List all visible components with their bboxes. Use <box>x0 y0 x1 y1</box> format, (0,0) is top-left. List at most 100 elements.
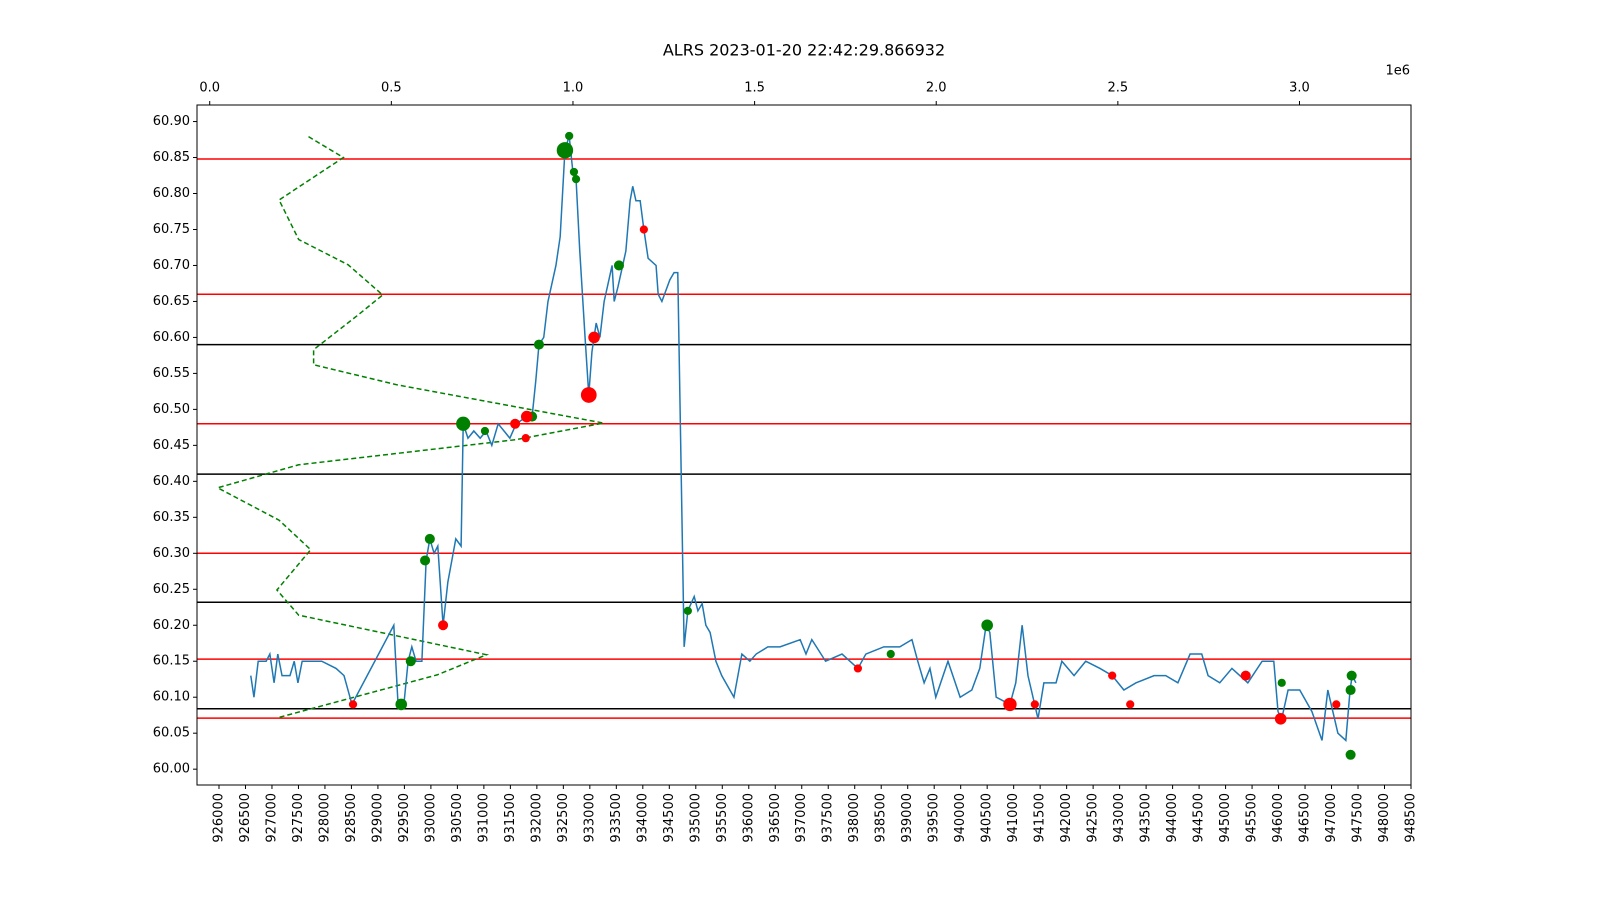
x-tick-label: 941500 <box>1033 793 1048 843</box>
x-tick-label: 931500 <box>503 793 518 843</box>
x2-offset-label: 1e6 <box>1385 64 1410 79</box>
x-tick-label: 928500 <box>344 793 359 843</box>
trade-marker <box>639 225 648 234</box>
x-tick-label: 935500 <box>715 793 730 843</box>
y-tick-label: 60.40 <box>153 474 190 489</box>
x-tick-label: 930500 <box>450 793 465 843</box>
y-tick-label: 60.05 <box>153 726 190 741</box>
trade-marker <box>533 339 545 350</box>
x-tick-label: 934500 <box>662 793 677 843</box>
y-tick-label: 60.20 <box>153 618 190 633</box>
x-tick-label: 942500 <box>1086 793 1101 843</box>
trade-marker <box>569 167 579 177</box>
trade-marker <box>853 664 863 673</box>
y-tick-label: 60.10 <box>153 690 190 705</box>
x-tick-label: 941000 <box>1006 793 1021 843</box>
x-tick-label: 928000 <box>317 793 332 843</box>
x-tick-label: 932500 <box>556 793 571 843</box>
y-tick-label: 60.25 <box>153 582 190 597</box>
x-tick-label: 933500 <box>609 793 624 843</box>
x-tick-label: 947500 <box>1351 793 1366 843</box>
x-tick-label: 930000 <box>423 793 438 843</box>
chart-title: ALRS 2023-01-20 22:42:29.866932 <box>663 41 945 60</box>
trade-marker <box>1345 684 1356 696</box>
x-tick-label: 929500 <box>397 793 412 843</box>
trade-marker <box>1030 700 1039 709</box>
trade-marker <box>520 410 533 423</box>
trade-marker <box>613 260 625 271</box>
x-tick-label: 938000 <box>847 793 862 843</box>
y-tick-label: 60.80 <box>153 186 190 201</box>
x-tick-label: 926500 <box>238 793 253 843</box>
trade-marker <box>571 175 581 184</box>
x-tick-label: 943500 <box>1139 793 1154 843</box>
x-tick-label: 938500 <box>874 793 889 843</box>
x2-tick-label: 2.5 <box>1108 81 1129 96</box>
trade-marker <box>1274 712 1287 725</box>
trade-marker <box>510 418 521 429</box>
x2-tick-label: 0.5 <box>381 81 402 96</box>
x-tick-label: 940500 <box>980 793 995 843</box>
y-tick-label: 60.70 <box>153 258 190 273</box>
y-tick-label: 60.00 <box>153 762 190 777</box>
x-tick-label: 927000 <box>264 793 279 843</box>
x-tick-label: 939500 <box>927 793 942 843</box>
trade-marker <box>424 533 435 544</box>
y-tick-label: 60.75 <box>153 222 190 237</box>
trade-marker <box>981 619 993 632</box>
x2-tick-label: 2.0 <box>926 81 947 96</box>
trade-marker <box>348 700 358 709</box>
y-tick-label: 60.55 <box>153 366 190 381</box>
x-tick-label: 935000 <box>688 793 703 843</box>
x-tick-label: 942000 <box>1059 793 1074 843</box>
x2-tick-label: 1.0 <box>563 81 584 96</box>
trade-marker <box>1108 671 1117 680</box>
trade-marker <box>1277 678 1286 687</box>
trade-marker <box>480 426 490 436</box>
y-tick-label: 60.85 <box>153 150 190 165</box>
x-tick-label: 934000 <box>635 793 650 843</box>
x-tick-label: 944500 <box>1192 793 1207 843</box>
trade-marker <box>405 656 416 667</box>
volume-profile <box>215 136 604 719</box>
trade-marker <box>588 331 600 344</box>
x-tick-label: 945000 <box>1218 793 1233 843</box>
x-tick-label: 948500 <box>1404 793 1419 843</box>
trade-marker <box>1126 700 1135 709</box>
x-tick-label: 936500 <box>768 793 783 843</box>
trade-marker <box>580 387 597 403</box>
trade-marker <box>1346 670 1357 681</box>
line <box>250 135 1357 742</box>
x-tick-label: 937000 <box>794 793 809 843</box>
x-tick-label: 929000 <box>370 793 385 843</box>
y-tick-label: 60.35 <box>153 510 190 525</box>
trade-marker <box>521 434 530 443</box>
trade-marker <box>556 142 574 159</box>
y-tick-label: 60.30 <box>153 546 190 561</box>
x-tick-label: 927500 <box>291 793 306 843</box>
x2-tick-label: 3.0 <box>1289 81 1310 96</box>
x-tick-label: 939000 <box>900 793 915 843</box>
trade-marker <box>1240 670 1251 681</box>
trade-marker <box>395 698 408 711</box>
x-tick-label: 940000 <box>953 793 968 843</box>
plot-frame <box>196 104 1412 786</box>
x-tick-label: 926000 <box>211 793 226 843</box>
trade-marker <box>456 416 471 431</box>
x-tick-label: 946500 <box>1298 793 1313 843</box>
trade-marker <box>1345 749 1356 760</box>
x-tick-label: 932000 <box>529 793 544 843</box>
x-tick-label: 946000 <box>1271 793 1286 843</box>
x2-tick-label: 1.5 <box>744 81 765 96</box>
x-tick-label: 943000 <box>1112 793 1127 843</box>
x-tick-label: 948000 <box>1377 793 1392 843</box>
y-tick-label: 60.65 <box>153 294 190 309</box>
x-tick-label: 937500 <box>821 793 836 843</box>
trade-marker <box>420 555 431 566</box>
x-tick-label: 947000 <box>1324 793 1339 843</box>
trade-marker <box>683 606 692 615</box>
y-tick-label: 60.90 <box>153 114 190 129</box>
trade-marker <box>438 620 449 631</box>
trade-marker <box>565 131 574 141</box>
